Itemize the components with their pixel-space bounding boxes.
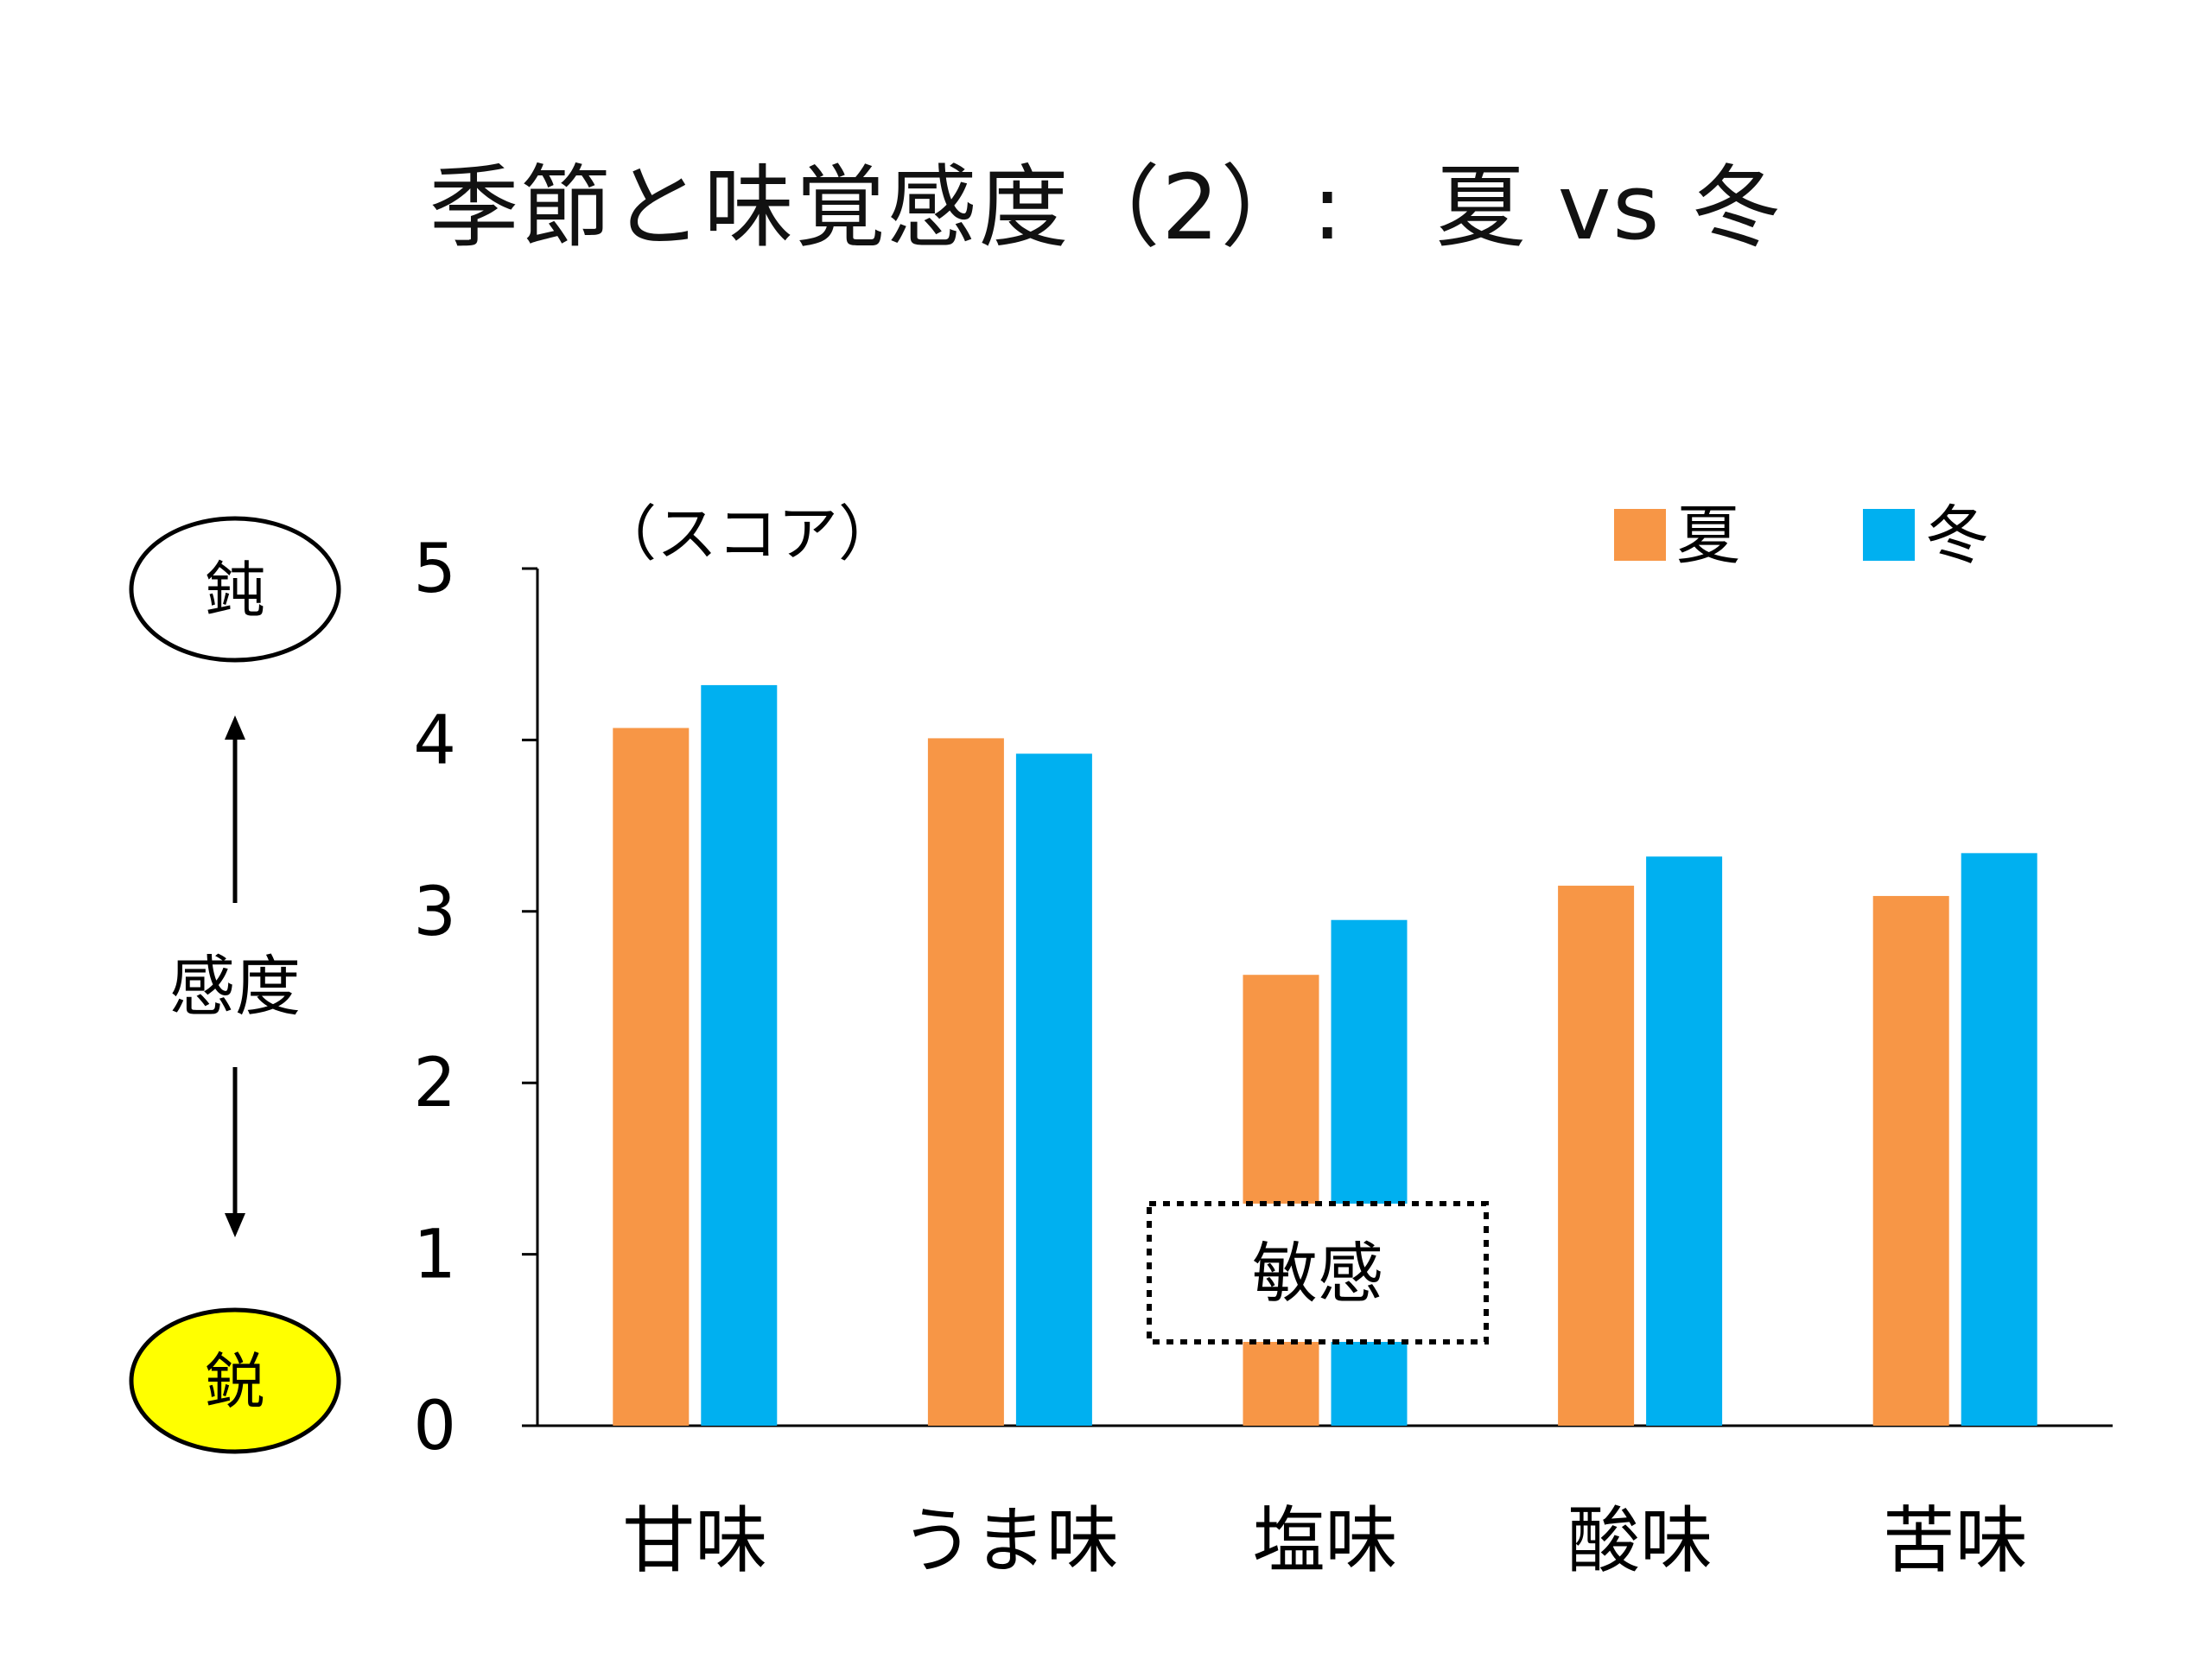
dull-oval (129, 516, 341, 663)
x-category-label: 塩味 (1252, 1498, 1397, 1583)
arrow-up-icon (225, 715, 245, 740)
y-tick-label: 5 (413, 531, 456, 608)
x-category-label: うま味 (901, 1498, 1119, 1583)
sensitivity-scale: 鈍 感度 鋭 (129, 516, 341, 1454)
bar-winter: 冬 酸味: 3.32 (1646, 856, 1723, 1426)
sensitive-annotation: 敏感 (1147, 1201, 1489, 1344)
sharp-label: 鋭 (205, 1346, 265, 1417)
arrow-down-icon (225, 1213, 245, 1237)
annotation-text: 敏感 (1252, 1235, 1383, 1312)
bar-summer: 夏 酸味: 3.15 (1558, 886, 1635, 1426)
bar-summer: 夏 苦味: 3.09 (1872, 895, 1949, 1426)
legend-label-summer: 夏 (1676, 499, 1740, 573)
y-tick-label: 0 (413, 1388, 456, 1465)
y-axis-unit-label: （スコア） (596, 499, 899, 569)
legend-swatch-summer (1614, 509, 1666, 561)
dull-label: 鈍 (205, 555, 265, 626)
x-category-label: 苦味 (1883, 1498, 2028, 1583)
bar-summer: 夏 甘味: 4.07 (613, 728, 690, 1426)
legend-label-winter: 冬 (1925, 499, 1989, 573)
bar-summer: 夏 塩味: 2.63 (1243, 975, 1319, 1426)
annotation-box (1147, 1201, 1489, 1344)
x-category-label: 甘味 (622, 1498, 767, 1583)
bar-summer: 夏 うま味: 4.01 (927, 738, 1004, 1426)
y-tick-label: 4 (413, 702, 456, 779)
legend: 夏冬 (1614, 499, 1989, 573)
y-tick-label: 1 (413, 1217, 456, 1294)
bar-winter: 冬 甘味: 4.32 (701, 684, 778, 1426)
x-axis: 甘味 うま味 塩味 酸味 苦味 (537, 1424, 2113, 1583)
y-tick-label: 3 (413, 874, 456, 951)
y-tick-label: 2 (413, 1045, 456, 1122)
x-category-label: 酸味 (1567, 1498, 1713, 1583)
legend-swatch-winter (1863, 509, 1915, 561)
slide-title: 季節と味覚感度（2）: 夏 vs 冬 (429, 155, 1783, 260)
bar-series: 夏 甘味: 4.07冬 甘味: 4.32 夏 うま味: 4.01冬 うま味: 3.… (613, 684, 2037, 1426)
sensitivity-label: 感度 (169, 948, 301, 1025)
bar-winter: 冬 苦味: 3.34 (1961, 853, 2037, 1426)
sharp-oval (129, 1307, 341, 1454)
bar-winter: 冬 うま味: 3.92 (1015, 753, 1092, 1426)
bar-winter: 冬 塩味: 2.95 (1331, 919, 1408, 1426)
y-axis: 0 1 2 3 4 5 (413, 531, 539, 1465)
